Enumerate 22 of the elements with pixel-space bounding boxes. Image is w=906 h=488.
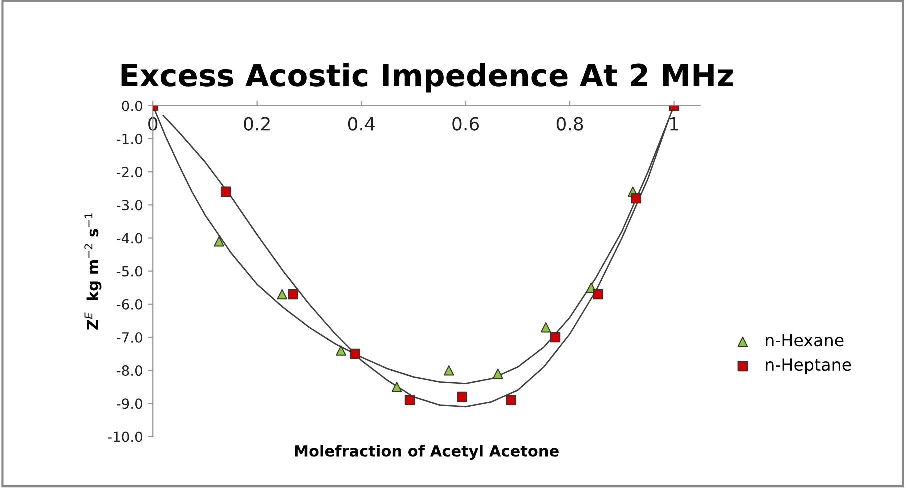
- x-tick-label: 0.4: [348, 117, 375, 131]
- y-tick-label: -3.0: [116, 200, 142, 211]
- y-tick-label: -9.0: [116, 398, 142, 410]
- x-tick-label: 0.8: [556, 117, 584, 131]
- y-tick-label: -8.0: [116, 366, 142, 376]
- y-tick-label: -7.0: [116, 332, 142, 343]
- x-tick-label: 1: [670, 117, 678, 131]
- y-tick-label: -2.0: [116, 167, 142, 178]
- y-tick-label: -1.0: [116, 134, 142, 144]
- y-tick-label: -5.0: [116, 266, 142, 277]
- y-tick-label: -4.0: [116, 233, 142, 244]
- chart-title: Excess Acostic Impedence At 2 MHz: [122, 63, 733, 93]
- y-tick-label: 0.0: [122, 100, 142, 112]
- x-tick-label: 0.2: [244, 117, 270, 131]
- legend-label: n-Hexane: [766, 334, 844, 347]
- x-tick-label: 0.6: [452, 117, 480, 131]
- x-tick-label: 0: [148, 117, 158, 131]
- y-tick-label: -10.0: [108, 432, 142, 442]
- legend-label: n-Heptane: [766, 358, 852, 374]
- y-tick-label: -6.0: [116, 299, 142, 310]
- y-axis-title: Z$^{E}$ kg m$^{−2}$ s$^{−1}$: [84, 214, 102, 330]
- x-axis-title: Molefraction of Acetyl Acetone: [295, 445, 559, 460]
